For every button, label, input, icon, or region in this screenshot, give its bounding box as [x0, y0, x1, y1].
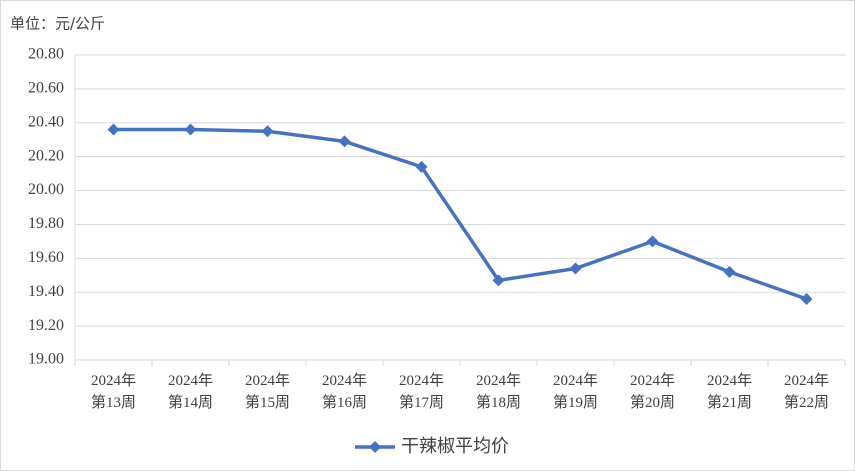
data-point [492, 274, 505, 287]
y-tick-label: 20.80 [28, 46, 64, 63]
x-tick-label: 2024年 第21周 [706, 373, 752, 411]
x-tick-label: 2024年 第22周 [783, 373, 829, 411]
legend-label: 干辣椒平均价 [401, 436, 509, 457]
x-tick-label: 2024年 第18周 [475, 373, 521, 411]
y-tick-label: 19.00 [28, 351, 64, 368]
y-tick-label: 19.80 [28, 215, 64, 232]
y-tick-label: 20.00 [28, 181, 64, 198]
y-tick-label: 20.60 [28, 80, 64, 97]
data-point [415, 160, 428, 173]
data-point [723, 265, 736, 278]
x-tick-label: 2024年 第16周 [321, 373, 367, 411]
data-point [107, 123, 120, 136]
y-tick-label: 20.40 [28, 113, 64, 130]
x-tick-label: 2024年 第17周 [398, 373, 444, 411]
data-point [800, 293, 813, 305]
series-line [113, 127, 808, 301]
x-tick-label: 2024年 第19周 [552, 373, 598, 411]
y-tick-label: 19.60 [28, 249, 64, 266]
data-point [184, 123, 197, 136]
data-point [261, 125, 274, 138]
x-tick-label: 2024年 第20周 [629, 373, 675, 411]
y-tick-label: 19.20 [28, 317, 64, 334]
y-tick-label: 20.20 [28, 147, 64, 164]
x-tick-label: 2024年 第13周 [90, 373, 136, 411]
data-point [646, 235, 659, 248]
legend-marker [369, 441, 381, 453]
x-tick-label: 2024年 第14周 [167, 373, 213, 411]
x-tick-label: 2024年 第15周 [244, 373, 290, 411]
data-point [569, 262, 582, 275]
chart-title: 单位：元/公斤 [10, 15, 105, 33]
y-tick-label: 19.40 [28, 283, 64, 300]
data-point [338, 135, 351, 148]
